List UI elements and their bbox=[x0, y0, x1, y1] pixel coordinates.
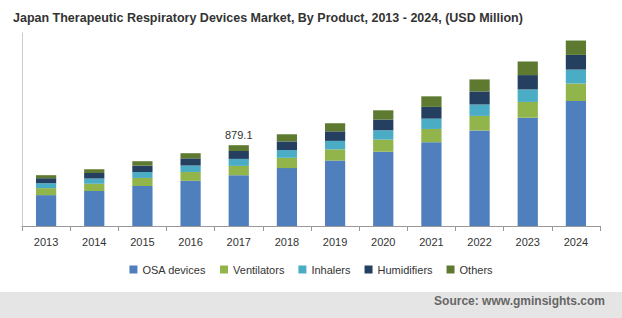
svg-text:2022: 2022 bbox=[467, 236, 491, 248]
svg-text:2019: 2019 bbox=[323, 236, 347, 248]
svg-text:2014: 2014 bbox=[82, 236, 106, 248]
svg-text:2016: 2016 bbox=[178, 236, 202, 248]
svg-text:OSA devices: OSA devices bbox=[142, 264, 205, 276]
svg-text:Others: Others bbox=[460, 264, 494, 276]
svg-text:2023: 2023 bbox=[516, 236, 540, 248]
svg-text:2020: 2020 bbox=[371, 236, 395, 248]
svg-text:2018: 2018 bbox=[275, 236, 299, 248]
svg-text:2021: 2021 bbox=[419, 236, 443, 248]
svg-text:Source: www.gminsights.com: Source: www.gminsights.com bbox=[434, 294, 605, 308]
svg-text:Japan Therapeutic Respiratory: Japan Therapeutic Respiratory Devices Ma… bbox=[13, 11, 523, 25]
svg-text:Humidifiers: Humidifiers bbox=[378, 264, 434, 276]
svg-text:Inhalers: Inhalers bbox=[311, 264, 351, 276]
svg-text:Ventilators: Ventilators bbox=[233, 264, 285, 276]
svg-text:2024: 2024 bbox=[564, 236, 588, 248]
svg-text:2013: 2013 bbox=[34, 236, 58, 248]
svg-text:2015: 2015 bbox=[130, 236, 154, 248]
svg-text:2017: 2017 bbox=[227, 236, 251, 248]
svg-text:879.1: 879.1 bbox=[225, 129, 253, 141]
